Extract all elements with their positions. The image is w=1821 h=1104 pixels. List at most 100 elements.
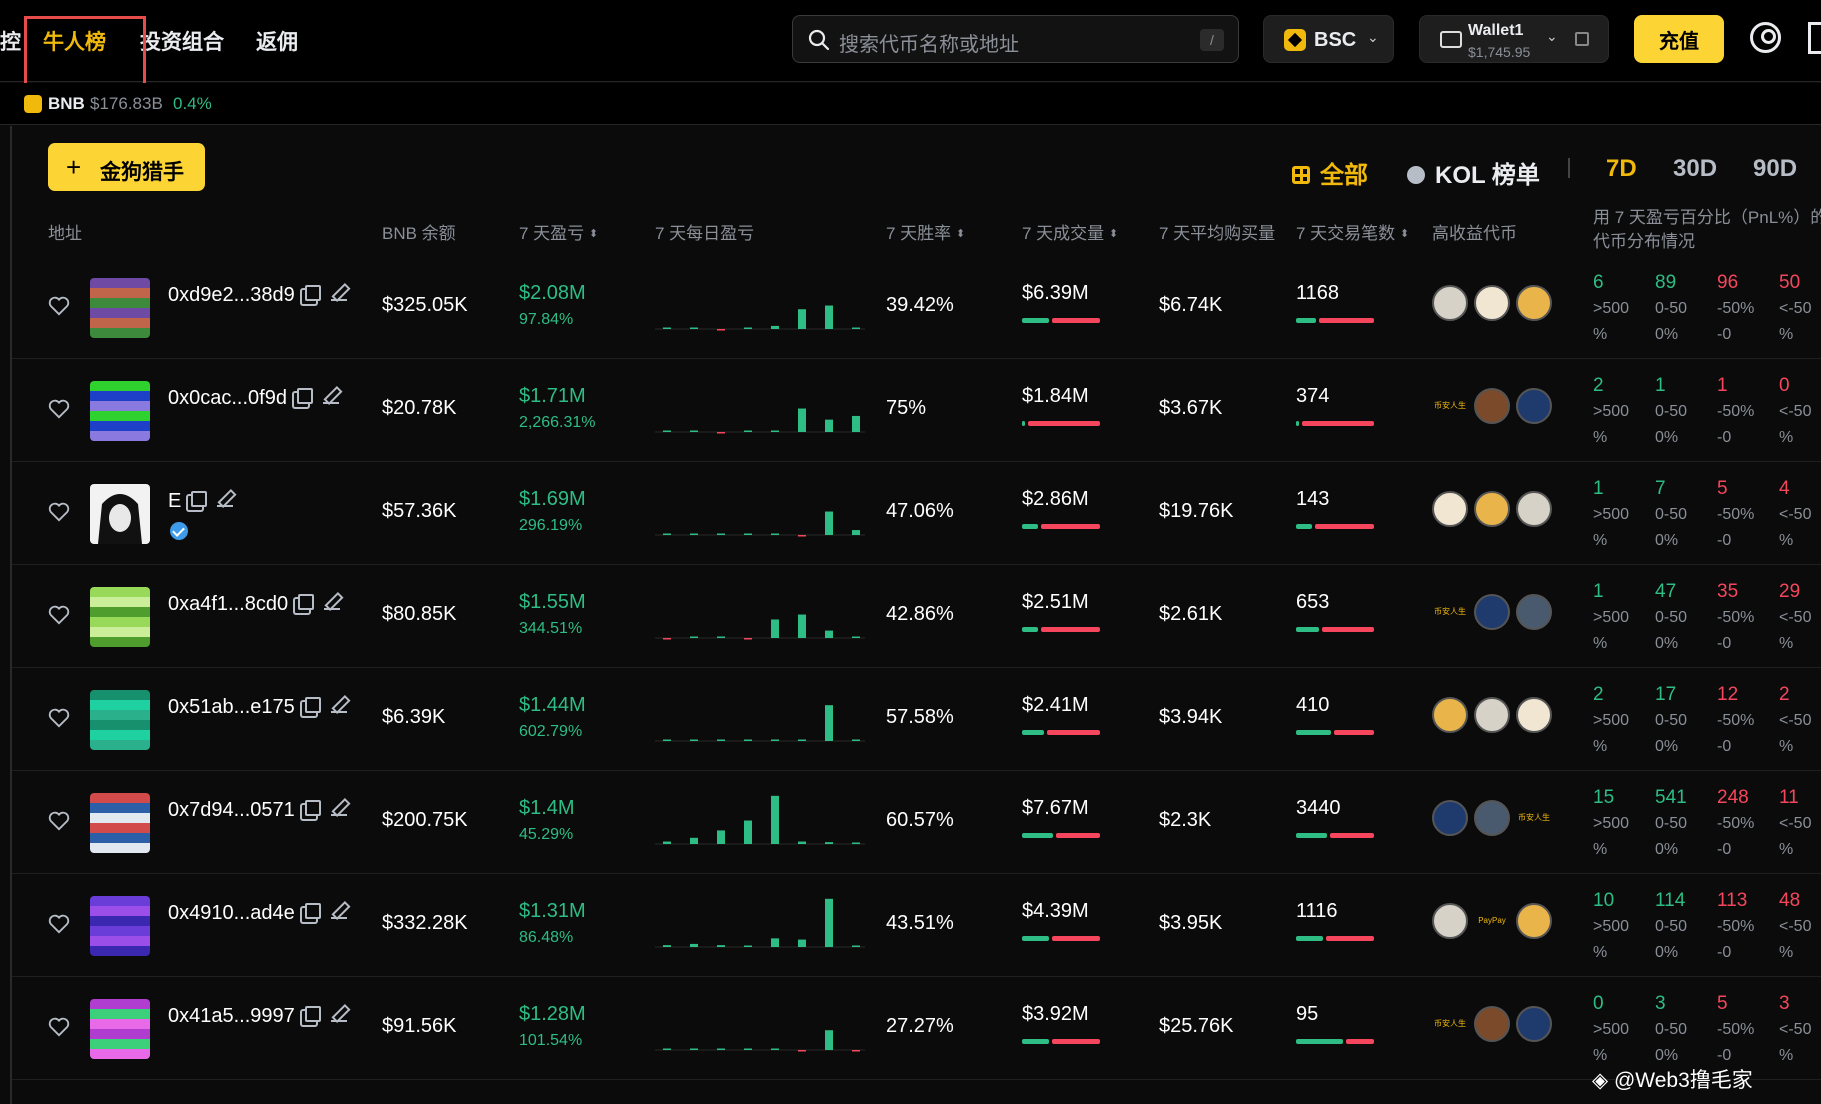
deposit-button[interactable]: 充值 (1634, 15, 1724, 63)
period-90d[interactable]: 90D (1753, 155, 1798, 182)
token-label[interactable]: 币安人生 (1434, 1019, 1466, 1028)
bnb-balance: $80.85K (382, 603, 457, 625)
tx-count: 143 (1296, 488, 1330, 510)
token-icon[interactable] (1432, 491, 1468, 527)
col-header-pnl[interactable]: 7 天盈亏 ⬍ (519, 219, 598, 244)
filter-all[interactable]: 全部 (1292, 155, 1368, 190)
token-icon[interactable] (1474, 388, 1510, 424)
wallet-address[interactable]: 0x51ab...e175 (168, 696, 347, 719)
token-icon[interactable] (1432, 285, 1468, 321)
token-icon[interactable] (1516, 491, 1552, 527)
token-icon[interactable] (1516, 388, 1552, 424)
token-icon[interactable] (1474, 697, 1510, 733)
search-input[interactable]: 搜索代币名称或地址 / (792, 15, 1239, 63)
favorite-heart-icon[interactable] (48, 708, 70, 728)
favorite-heart-icon[interactable] (48, 296, 70, 316)
nav-item-portfolio[interactable]: 投资组合 (140, 31, 224, 54)
distribution-bucket: 5 -50% -0 (1717, 476, 1779, 554)
wallet-address[interactable]: 0xd9e2...38d9 (168, 284, 347, 307)
col-header-tx-count[interactable]: 7 天交易笔数 ⬍ (1296, 219, 1409, 244)
bucket-range-suffix: 0% (1655, 1047, 1679, 1064)
token-label[interactable]: 币安人生 (1434, 607, 1466, 616)
copy-icon[interactable] (191, 491, 208, 507)
fullscreen-icon[interactable] (1808, 22, 1821, 54)
wallet-address[interactable]: 0xa4f1...8cd0 (168, 593, 341, 616)
table-row[interactable]: 0x0cac...0f9d $20.78K $1.71M 2,266.31% 75% $1… (12, 359, 1821, 462)
token-icon[interactable] (1516, 285, 1552, 321)
edit-icon[interactable] (217, 491, 234, 507)
copy-icon[interactable] (296, 388, 313, 404)
chain-selector[interactable]: BSC ⌄ (1263, 15, 1394, 63)
daily-pnl-bar (798, 739, 806, 741)
copy-icon[interactable] (304, 903, 321, 919)
period-30d[interactable]: 30D (1673, 155, 1718, 182)
copy-icon[interactable] (304, 697, 321, 713)
wallet-address[interactable]: 0x41a5...9997 (168, 1005, 347, 1028)
token-icon[interactable] (1432, 903, 1468, 939)
token-icon[interactable] (1516, 1006, 1552, 1042)
table-row[interactable]: 0xd9e2...38d9 $325.05K $2.08M 97.84% 39.42% $… (12, 256, 1821, 359)
favorite-heart-icon[interactable] (48, 605, 70, 625)
copy-icon[interactable] (304, 285, 321, 301)
divider (1568, 158, 1570, 178)
period-7d[interactable]: 7D (1606, 155, 1637, 182)
nav-item-leaderboard[interactable]: 牛人榜 (43, 31, 106, 54)
top-tokens (1432, 697, 1552, 733)
bnb-balance: $6.39K (382, 706, 446, 728)
wallet-address[interactable]: E (168, 490, 234, 513)
token-icon[interactable] (1474, 1006, 1510, 1042)
token-icon[interactable] (1432, 800, 1468, 836)
edit-icon[interactable] (330, 285, 347, 301)
copy-icon[interactable] (298, 594, 315, 610)
table-row[interactable]: 0x51ab...e175 $6.39K $1.44M 602.79% 57.58% $2… (12, 668, 1821, 771)
nav-item-rebate[interactable]: 返佣 (256, 31, 298, 54)
token-icon[interactable] (1516, 594, 1552, 630)
token-icon[interactable] (1474, 800, 1510, 836)
bucket-count: 10 (1593, 890, 1615, 911)
copy-icon[interactable] (1575, 32, 1589, 46)
token-icon[interactable] (1474, 285, 1510, 321)
add-gold-dog-hunter-button[interactable]: + 金狗猎手 (48, 143, 205, 191)
wallet-address[interactable]: 0x0cac...0f9d (168, 387, 339, 410)
col-header-winrate[interactable]: 7 天胜率 ⬍ (886, 219, 965, 244)
user-icon[interactable] (1750, 22, 1781, 53)
pnl-percent: 296.19% (519, 517, 583, 534)
edit-icon[interactable] (330, 1006, 347, 1022)
wallet-address[interactable]: 0x4910...ad4e (168, 902, 347, 925)
edit-icon[interactable] (330, 800, 347, 816)
table-row[interactable]: 0xa4f1...8cd0 $80.85K $1.55M 344.51% 42.86% $… (12, 565, 1821, 668)
token-icon[interactable] (1516, 903, 1552, 939)
nav-item-monitor[interactable]: 控 (0, 31, 21, 54)
wallet-selector[interactable]: Wallet1 $1,745.95 ⌄ (1419, 15, 1609, 63)
copy-icon[interactable] (304, 800, 321, 816)
edit-icon[interactable] (322, 388, 339, 404)
favorite-heart-icon[interactable] (48, 399, 70, 419)
token-icon[interactable] (1432, 697, 1468, 733)
favorite-heart-icon[interactable] (48, 1017, 70, 1037)
bucket-range: <-50 (1779, 815, 1812, 832)
favorite-heart-icon[interactable] (48, 811, 70, 831)
bucket-range-suffix: -0 (1717, 635, 1732, 652)
token-label[interactable]: 币安人生 (1434, 401, 1466, 410)
token-icon[interactable] (1474, 491, 1510, 527)
token-label[interactable]: PayPay (1478, 916, 1506, 925)
pnl-distribution: 6 >500% 89 0-50 0% 96 -50% -0 50 <-50% (1593, 270, 1821, 348)
token-icon[interactable] (1474, 594, 1510, 630)
wallet-address[interactable]: 0x7d94...0571 (168, 799, 347, 822)
edit-icon[interactable] (324, 594, 341, 610)
table-row[interactable]: 0x7d94...0571 $200.75K $1.4M 45.29% 60.57% $7… (12, 771, 1821, 874)
col-header-volume[interactable]: 7 天成交量 ⬍ (1022, 219, 1118, 244)
pnl-percent: 602.79% (519, 723, 583, 740)
table-row[interactable]: 0x41a5...9997 $91.56K $1.28M 101.54% 27.27% $… (12, 977, 1821, 1080)
edit-icon[interactable] (330, 903, 347, 919)
table-row[interactable]: E $57.36K $1.69M 296.19% 47.06% $2.86M $19.76K… (12, 462, 1821, 565)
favorite-heart-icon[interactable] (48, 914, 70, 934)
token-icon[interactable] (1516, 697, 1552, 733)
copy-icon[interactable] (304, 1006, 321, 1022)
favorite-heart-icon[interactable] (48, 502, 70, 522)
edit-icon[interactable] (330, 697, 347, 713)
filter-kol[interactable]: KOL 榜单 (1407, 155, 1540, 190)
table-row[interactable]: 0x4910...ad4e $332.28K $1.31M 86.48% 43.51% $… (12, 874, 1821, 977)
token-label[interactable]: 币安人生 (1518, 813, 1550, 822)
daily-pnl-bar (690, 837, 698, 844)
